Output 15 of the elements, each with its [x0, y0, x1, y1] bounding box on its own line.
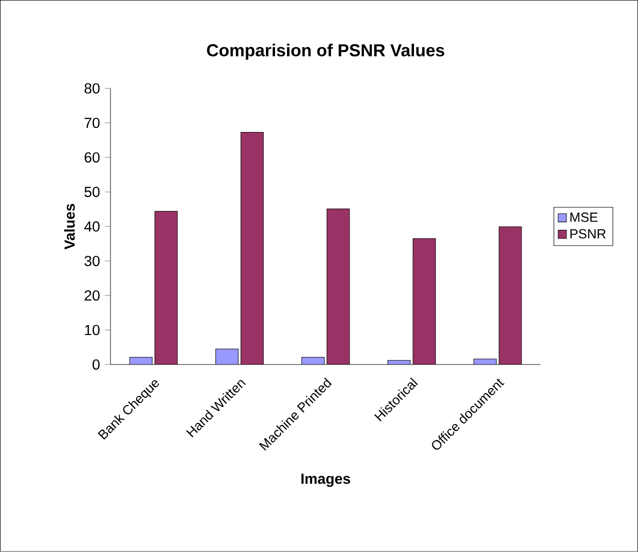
y-tick-label: 50	[84, 186, 100, 198]
y-tick-label: 10	[85, 325, 100, 336]
legend-label: PSNR	[570, 229, 606, 239]
y-tick-label: 80	[84, 83, 100, 94]
y-tick-label: 0	[92, 360, 100, 370]
y-tick-label: 30	[84, 256, 100, 266]
y-tick-label: 20	[84, 290, 100, 301]
y-tick-label: 60	[84, 152, 100, 163]
y-axis-title: Values	[64, 204, 75, 250]
y-tick-label: 40	[84, 221, 100, 232]
legend-label: MSE	[570, 212, 598, 222]
y-tick-label: 70	[84, 118, 100, 128]
bar	[216, 349, 238, 365]
x-axis-title: Images	[301, 474, 350, 488]
chart-title: Comparision of PSNR Values	[207, 44, 444, 60]
